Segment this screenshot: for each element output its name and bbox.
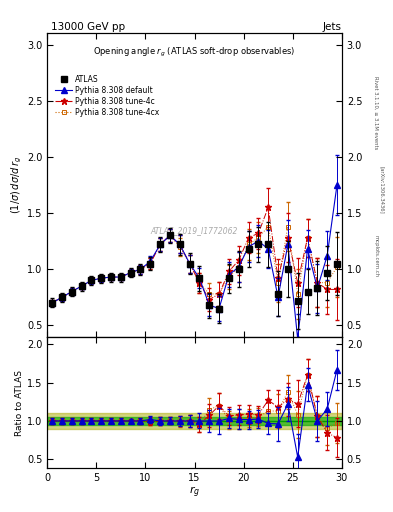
Text: mcplots.cern.ch: mcplots.cern.ch: [374, 235, 379, 277]
Text: Rivet 3.1.10, ≥ 3.1M events: Rivet 3.1.10, ≥ 3.1M events: [373, 76, 378, 150]
Bar: [47, 413, 342, 429]
Text: ATLAS_2019_I1772062: ATLAS_2019_I1772062: [151, 226, 238, 235]
Y-axis label: $(1/\sigma)\,d\sigma/d\,r_g$: $(1/\sigma)\,d\sigma/d\,r_g$: [9, 156, 24, 214]
Text: Jets: Jets: [323, 22, 342, 32]
Y-axis label: Ratio to ATLAS: Ratio to ATLAS: [15, 370, 24, 436]
Text: 13000 GeV pp: 13000 GeV pp: [51, 22, 125, 32]
X-axis label: $r_g$: $r_g$: [189, 485, 200, 500]
Text: [arXiv:1306.3436]: [arXiv:1306.3436]: [379, 165, 384, 214]
Legend: ATLAS, Pythia 8.308 default, Pythia 8.308 tune-4c, Pythia 8.308 tune-4cx: ATLAS, Pythia 8.308 default, Pythia 8.30…: [54, 74, 161, 118]
Text: Opening angle $r_g$ (ATLAS soft-drop observables): Opening angle $r_g$ (ATLAS soft-drop obs…: [94, 46, 296, 58]
Bar: [47, 417, 342, 425]
